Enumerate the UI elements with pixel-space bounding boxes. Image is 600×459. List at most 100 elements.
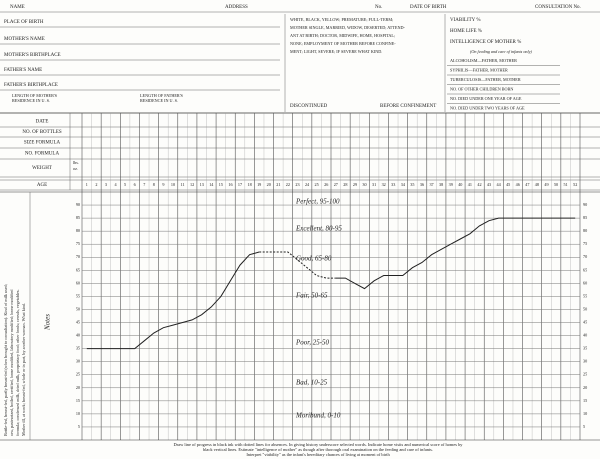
zone-label: Poor, 25-50 — [295, 339, 330, 347]
age-label: 36 — [420, 182, 424, 187]
y-tick-label: 25 — [76, 372, 80, 377]
age-label: 18 — [248, 182, 252, 187]
y-tick-label: 50 — [583, 306, 587, 311]
discontinued: DISCONTINUED — [290, 104, 328, 109]
age-label: 52 — [573, 182, 577, 187]
y-tick-label: 80 — [583, 228, 587, 233]
age-label: 28 — [343, 182, 347, 187]
field-label: RESIDENCE IN U. S. — [140, 98, 178, 103]
age-label: 4 — [114, 182, 117, 187]
y-tick-label: 65 — [583, 267, 587, 272]
zone-label: Fair, 50-65 — [295, 292, 328, 300]
field-label: NO. OF OTHER CHILDREN BORN — [450, 86, 513, 91]
field-label: ALCOHOLISM—FATHER, MOTHER — [450, 58, 517, 64]
side-text: formula; condensed milk, dried milk, pro… — [15, 289, 21, 436]
option-line: NONE; EMPLOYMENT OF MOTHER BEFORE CONFIN… — [290, 41, 396, 46]
age-label: 10 — [171, 182, 175, 187]
y-tick-label: 65 — [76, 267, 80, 272]
age-label: 33 — [391, 182, 395, 187]
y-tick-label: 75 — [76, 241, 80, 246]
zone-label: Moribund, 0-10 — [295, 412, 341, 420]
age-label: 50 — [554, 182, 558, 187]
row-label: NO. OF BOTTLES — [22, 130, 62, 135]
zone-label: Excellent, 80-95 — [295, 225, 342, 233]
age-label: 44 — [497, 182, 502, 187]
age-label: 5 — [124, 182, 126, 187]
field-label: LENGTH OF MOTHER'S — [12, 93, 58, 98]
option-line: WHITE, BLACK, YELLOW; PREMATURE; FULL-TE… — [290, 17, 393, 23]
side-text: Mother ill, at work; breast-fed, whole o… — [21, 303, 27, 436]
row-label: WEIGHT — [32, 166, 52, 171]
option-line: MOTHER SINGLE, MARRIED, WIDOW, DESERTED;… — [290, 25, 406, 31]
zone-label: Perfect, 95-100 — [295, 198, 340, 206]
age-label: 11 — [181, 182, 185, 187]
age-label: 7 — [143, 182, 145, 187]
y-tick-label: 40 — [583, 333, 587, 338]
field-label: VIABILITY % — [450, 18, 481, 23]
age-label: 46 — [516, 182, 520, 187]
field-label: NO. DIED UNDER ONE YEAR OF AGE — [450, 96, 522, 101]
age-label: 9 — [162, 182, 164, 187]
y-tick-label: 5 — [583, 424, 585, 429]
footer-line: black vertical lines. Estimate "intellig… — [203, 447, 433, 452]
age-label: 21 — [276, 182, 280, 187]
unit: oz. — [73, 166, 78, 171]
y-tick-label: 70 — [583, 254, 587, 259]
option-line: ANT AT BIRTH; DOCTOR, MIDWIFE, HOME, HOS… — [290, 33, 395, 39]
y-tick-label: 60 — [583, 280, 587, 285]
y-tick-label: 20 — [583, 385, 587, 390]
age-label: 19 — [257, 182, 261, 187]
field-label: HOME LIFE % — [450, 29, 482, 34]
y-tick-label: 45 — [583, 319, 587, 324]
y-tick-label: 5 — [78, 424, 80, 429]
row-label: SIZE FORMULA — [24, 141, 61, 146]
age-label: 38 — [439, 182, 443, 187]
side-text: raw, pasteurized, boiled, certified, hom… — [9, 289, 15, 436]
age-label: 35 — [410, 182, 414, 187]
field-label: MOTHER'S BIRTHPLACE — [4, 53, 61, 58]
age-label: 17 — [238, 182, 242, 187]
field-label: SYPHILIS—FATHER, MOTHER — [450, 67, 508, 73]
y-tick-label: 20 — [76, 385, 80, 390]
y-tick-label: 50 — [76, 306, 80, 311]
age-label: 47 — [525, 182, 529, 187]
y-tick-label: 30 — [583, 359, 587, 364]
zone-label: Good, 65-80 — [296, 255, 332, 263]
row-label: NO. FORMULA — [25, 152, 60, 157]
y-tick-label: 25 — [583, 372, 587, 377]
age-label: 2 — [95, 182, 97, 187]
y-tick-label: 85 — [583, 215, 587, 220]
y-tick-label: 55 — [76, 293, 80, 298]
age-label: 41 — [468, 182, 472, 187]
age-label: 32 — [382, 182, 386, 187]
age-label: 15 — [219, 182, 223, 187]
age-label: 34 — [401, 182, 406, 187]
field-label: FATHER'S NAME — [4, 68, 42, 73]
footer-line: Interpret "viability" as the infant's he… — [246, 452, 390, 457]
header-field: DATE OF BIRTH — [410, 5, 447, 10]
y-tick-label: 90 — [583, 202, 587, 207]
field-label: FATHER'S BIRTHPLACE — [4, 83, 58, 88]
field-label: MOTHER'S NAME — [4, 37, 45, 42]
age-label: 31 — [372, 182, 376, 187]
age-label: 45 — [506, 182, 510, 187]
y-tick-label: 80 — [76, 228, 80, 233]
y-tick-label: 10 — [76, 411, 80, 416]
age-label: 23 — [295, 182, 299, 187]
progress-line — [86, 217, 576, 350]
y-tick-label: 45 — [76, 319, 80, 324]
age-label: 24 — [305, 182, 310, 187]
y-tick-label: 35 — [76, 346, 80, 351]
y-tick-label: 55 — [583, 293, 587, 298]
age-label: 27 — [334, 182, 338, 187]
y-tick-label: 35 — [583, 346, 587, 351]
y-tick-label: 75 — [583, 241, 587, 246]
age-label: 20 — [267, 182, 271, 187]
header-field: CONSULTATION No. — [535, 5, 581, 10]
age-label: 16 — [228, 182, 232, 187]
age-label: 26 — [324, 182, 328, 187]
unit: lbs. — [73, 160, 79, 165]
age-label: 51 — [564, 182, 568, 187]
